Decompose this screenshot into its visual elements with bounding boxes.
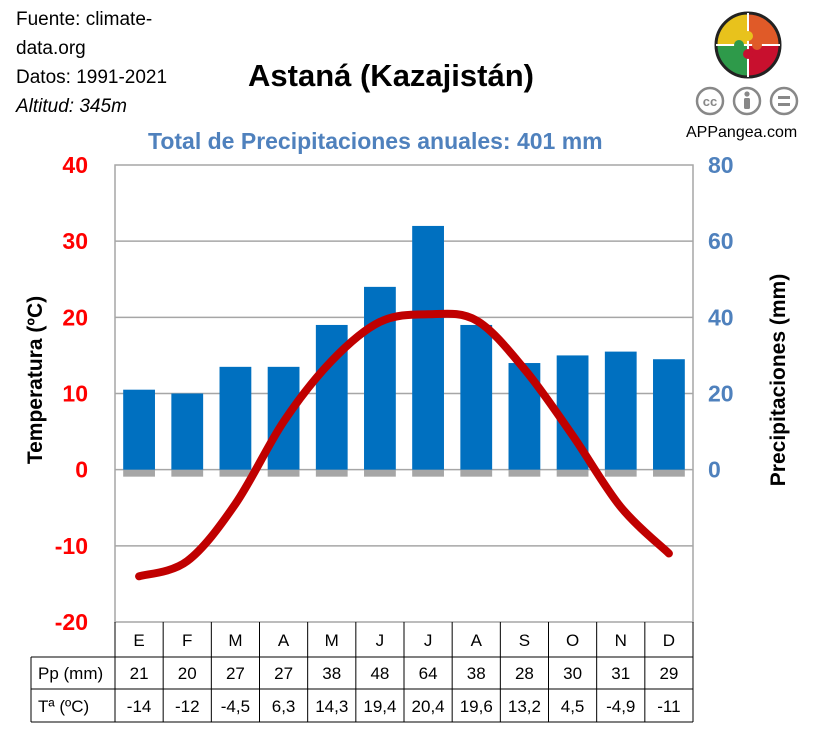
precip-data-label: 31	[611, 664, 630, 683]
x-tick-label: N	[615, 631, 627, 650]
temp-data-label: 20,4	[412, 697, 445, 716]
precip-bar-f-1	[171, 393, 204, 470]
precip-bar-d-11	[653, 359, 685, 470]
source-line-1: Fuente: climate-	[16, 9, 153, 30]
bar-shadow	[364, 469, 396, 477]
grid	[114, 164, 694, 623]
bar-shadow	[460, 469, 493, 477]
precip-bar-e-0	[123, 389, 155, 470]
x-tick-label: E	[133, 631, 144, 650]
y-tick-left: -20	[55, 609, 88, 635]
precip-data-label: 64	[419, 664, 438, 683]
data-table: E F M A M J J A S O N D Pp (mm) Tª (ºC) 21 20 27 27 38 48 64…	[30, 622, 694, 723]
svg-text:cc: cc	[703, 94, 717, 109]
source-line-2: data.org	[16, 38, 86, 59]
bar-shadow	[508, 469, 541, 477]
x-tick-label: O	[566, 631, 579, 650]
precip-bar-m-2	[219, 366, 252, 470]
bar-shadow	[412, 469, 444, 477]
bar-shadow	[171, 469, 204, 477]
precip-data-label: 27	[226, 664, 245, 683]
person-attribution-icon	[732, 86, 762, 116]
x-tick-label: M	[228, 631, 242, 650]
temperature-line	[135, 309, 673, 581]
x-tick-label: J	[376, 631, 385, 650]
data-period: Datos: 1991-2021	[16, 67, 168, 88]
x-tick-label: M	[325, 631, 339, 650]
precip-bar-a-7	[460, 324, 493, 470]
y-axis-ticks: 40 30 20 10 0 -10 -20 80 60 40 20 0	[55, 152, 734, 635]
x-tick-label: J	[424, 631, 433, 650]
y-axis-left-title: Temperatura (ºC)	[24, 296, 47, 464]
y-tick-left: -10	[55, 533, 88, 559]
bar-shadow	[219, 469, 252, 477]
y-tick-right: 80	[708, 152, 734, 178]
x-tick-label: D	[663, 631, 675, 650]
x-tick-label: F	[182, 631, 192, 650]
temp-data-label: -14	[127, 697, 152, 716]
y-tick-right: 20	[708, 381, 734, 407]
precip-data-label: 20	[178, 664, 197, 683]
precip-bar-j-6	[412, 225, 444, 470]
x-tick-label: S	[519, 631, 530, 650]
cc-icon: cc	[695, 86, 725, 116]
temp-data-label: -4,5	[221, 697, 250, 716]
precip-data-label: 29	[659, 664, 678, 683]
temp-data-label: 19,4	[363, 697, 396, 716]
y-tick-left: 10	[62, 381, 88, 407]
precip-data-label: 27	[274, 664, 293, 683]
bar-shadow	[267, 469, 300, 477]
y-tick-right: 40	[708, 304, 734, 330]
bar-shadow	[123, 469, 155, 477]
temp-data-label: -11	[657, 697, 680, 716]
precip-data-label: 21	[130, 664, 149, 683]
equals-noderivs-icon	[769, 86, 799, 116]
precip-data-label: 38	[467, 664, 486, 683]
precip-data-label: 38	[322, 664, 341, 683]
temp-data-label: 4,5	[561, 697, 585, 716]
x-tick-label: A	[471, 631, 483, 650]
y-tick-left: 20	[62, 304, 88, 330]
temp-data-label: 14,3	[315, 697, 348, 716]
temp-data-label: 19,6	[460, 697, 493, 716]
temp-data-label: 6,3	[272, 697, 296, 716]
bar-shadow	[653, 469, 685, 477]
y-tick-left: 0	[75, 457, 88, 483]
y-tick-right: 0	[708, 457, 721, 483]
y-tick-left: 30	[62, 228, 88, 254]
precip-data-label: 28	[515, 664, 534, 683]
precip-bar-n-10	[604, 351, 637, 470]
chart-subtitle: Total de Precipitaciones anuales: 401 mm	[148, 128, 603, 154]
temp-data-label: -12	[175, 697, 200, 716]
precip-data-label: 48	[370, 664, 389, 683]
y-axis-right-title: Precipitaciones (mm)	[767, 274, 790, 486]
puzzle-logo	[714, 11, 782, 79]
temp-data-label: 13,2	[508, 697, 541, 716]
precip-data-label: 30	[563, 664, 582, 683]
bar-shadow	[604, 469, 637, 477]
y-tick-right: 60	[708, 228, 734, 254]
altitude: Altitud: 345m	[16, 96, 127, 117]
x-tick-label: A	[278, 631, 290, 650]
temp-data-label: -4,9	[606, 697, 635, 716]
table-row-label-pp: Pp (mm)	[38, 664, 103, 683]
brand-link[interactable]: APPangea.com	[686, 124, 798, 141]
bar-shadow	[315, 469, 348, 477]
bar-shadow	[556, 469, 589, 477]
y-tick-left: 40	[62, 152, 88, 178]
table-row-label-temp: Tª (ºC)	[38, 697, 89, 716]
chart-title: Astaná (Kazajistán)	[248, 58, 534, 93]
